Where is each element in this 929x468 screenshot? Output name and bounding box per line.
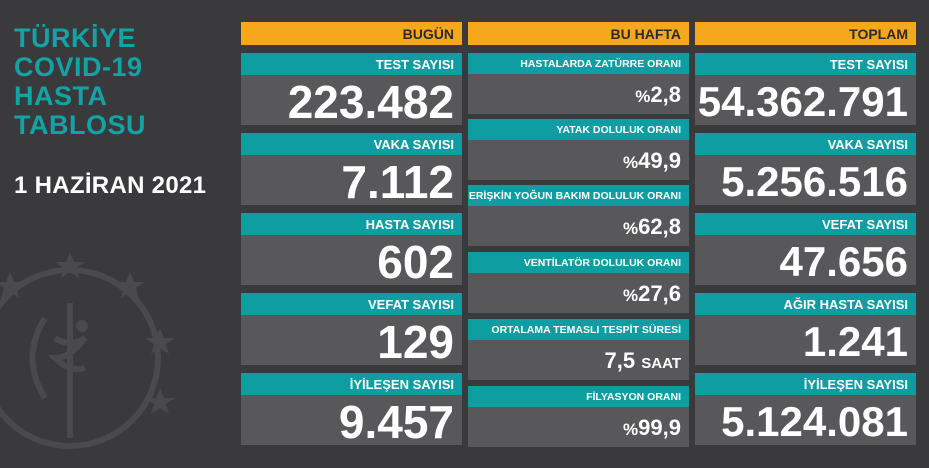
total-critical-card: AĞIR HASTA SAYISI 1.241: [695, 293, 916, 365]
card-value: 223.482: [241, 75, 462, 125]
today-header: BUGÜN: [241, 22, 462, 45]
title-line: COVID-19: [14, 52, 143, 82]
title-line: TÜRKİYE: [14, 23, 137, 53]
value-number: 99,9: [638, 415, 681, 440]
value-number: 7,5: [604, 348, 636, 373]
week-header: BU HAFTA: [468, 22, 689, 45]
value-prefix: %: [623, 420, 639, 439]
today-column: BUGÜN TEST SAYISI 223.482 VAKA SAYISI 7.…: [241, 22, 462, 447]
value-prefix: %: [623, 286, 639, 305]
total-header: TOPLAM: [695, 22, 916, 45]
total-column: TOPLAM TEST SAYISI 54.362.791 VAKA SAYIS…: [695, 22, 916, 447]
value-unit: SAAT: [641, 355, 681, 372]
card-label: YATAK DOLULUK ORANI: [468, 119, 689, 140]
card-value: 9.457: [241, 395, 462, 445]
today-case-card: VAKA SAYISI 7.112: [241, 133, 462, 205]
week-contact-time-card: ORTALAMA TEMASLI TESPİT SÜRESİ 7,5 SAAT: [468, 319, 689, 380]
value-prefix: %: [623, 219, 639, 238]
card-value: 7,5 SAAT: [468, 340, 689, 380]
card-value: %62,8: [468, 206, 689, 246]
value-number: 2,8: [650, 82, 681, 107]
week-ventilator-card: VENTİLATÖR DOLULUK ORANI %27,6: [468, 252, 689, 313]
card-label: FİLYASYON ORANI: [468, 386, 689, 407]
card-label: İYİLEŞEN SAYISI: [241, 373, 462, 395]
value-number: 62,8: [638, 214, 681, 239]
card-value: %99,9: [468, 407, 689, 447]
total-case-card: VAKA SAYISI 5.256.516: [695, 133, 916, 205]
card-value: %49,9: [468, 140, 689, 180]
card-label: VAKA SAYISI: [241, 133, 462, 155]
title-line: HASTA: [14, 81, 108, 111]
card-label: TEST SAYISI: [241, 53, 462, 75]
value-prefix: %: [635, 87, 651, 106]
total-test-card: TEST SAYISI 54.362.791: [695, 53, 916, 125]
card-value: 47.656: [695, 235, 916, 285]
card-value: 54.362.791: [695, 75, 916, 125]
week-bed-occupancy-card: YATAK DOLULUK ORANI %49,9: [468, 119, 689, 180]
week-icu-occupancy-card: ERİŞKİN YOĞUN BAKIM DOLULUK ORANI %62,8: [468, 185, 689, 246]
today-patient-card: HASTA SAYISI 602: [241, 213, 462, 285]
card-label: VENTİLATÖR DOLULUK ORANI: [468, 252, 689, 273]
value-number: 49,9: [638, 148, 681, 173]
card-label: VEFAT SAYISI: [241, 293, 462, 315]
week-filiation-card: FİLYASYON ORANI %99,9: [468, 386, 689, 447]
total-death-card: VEFAT SAYISI 47.656: [695, 213, 916, 285]
card-label: AĞIR HASTA SAYISI: [695, 293, 916, 315]
card-value: %2,8: [468, 74, 689, 114]
card-value: 129: [241, 315, 462, 365]
week-pneumonia-card: HASTALARDA ZATÜRRE ORANI %2,8: [468, 53, 689, 114]
card-label: VEFAT SAYISI: [695, 213, 916, 235]
card-value: 1.241: [695, 315, 916, 365]
card-value: 5.256.516: [695, 155, 916, 205]
today-recovered-card: İYİLEŞEN SAYISI 9.457: [241, 373, 462, 445]
value-number: 27,6: [638, 281, 681, 306]
card-label: İYİLEŞEN SAYISI: [695, 373, 916, 395]
today-test-card: TEST SAYISI 223.482: [241, 53, 462, 125]
card-value: 602: [241, 235, 462, 285]
dashboard-title: TÜRKİYE COVID-19 HASTA TABLOSU: [14, 24, 146, 140]
card-value: %27,6: [468, 273, 689, 313]
today-death-card: VEFAT SAYISI 129: [241, 293, 462, 365]
card-label: HASTALARDA ZATÜRRE ORANI: [468, 53, 689, 74]
card-label: ERİŞKİN YOĞUN BAKIM DOLULUK ORANI: [468, 185, 689, 206]
card-value: 7.112: [241, 155, 462, 205]
card-label: VAKA SAYISI: [695, 133, 916, 155]
card-value: 5.124.081: [695, 395, 916, 445]
ministry-emblem-icon: [0, 252, 175, 449]
card-label: TEST SAYISI: [695, 53, 916, 75]
title-line: TABLOSU: [14, 110, 146, 140]
report-date: 1 HAZİRAN 2021: [14, 172, 207, 199]
card-label: HASTA SAYISI: [241, 213, 462, 235]
total-recovered-card: İYİLEŞEN SAYISI 5.124.081: [695, 373, 916, 445]
week-column: BU HAFTA HASTALARDA ZATÜRRE ORANI %2,8 Y…: [468, 22, 689, 447]
card-label: ORTALAMA TEMASLI TESPİT SÜRESİ: [468, 319, 689, 340]
value-prefix: %: [623, 153, 639, 172]
